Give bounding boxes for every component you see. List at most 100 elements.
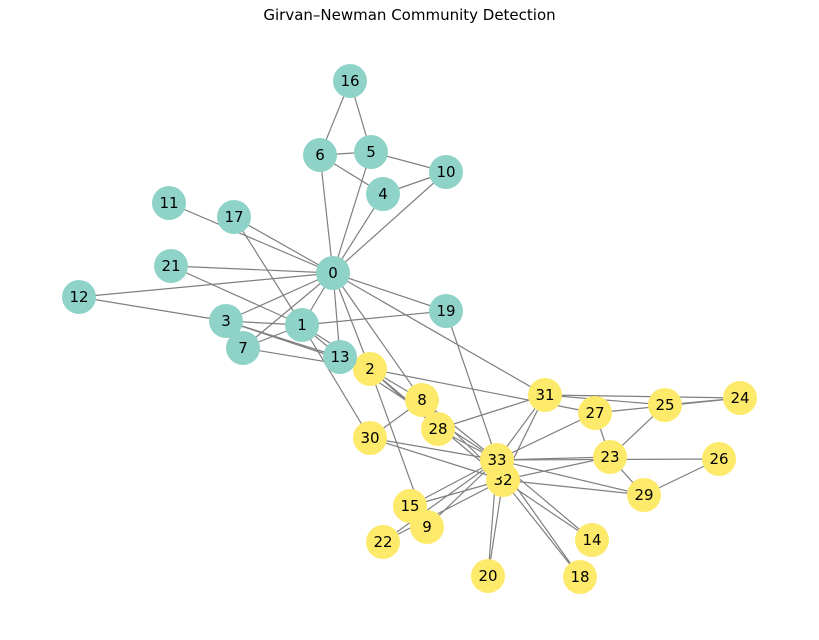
- edge-1-19: [301, 310, 447, 326]
- edge-0-31: [332, 272, 546, 396]
- node-circle-2[interactable]: [353, 352, 387, 386]
- node-circle-0[interactable]: [316, 256, 350, 290]
- node-30[interactable]: 30: [353, 421, 387, 455]
- node-circle-1[interactable]: [285, 308, 319, 342]
- edge-0-10: [332, 171, 447, 274]
- edge-0-6: [319, 154, 334, 274]
- node-label-14: 14: [582, 531, 601, 549]
- node-label-28: 28: [428, 420, 447, 438]
- edge-24-31: [544, 394, 741, 399]
- node-circle-26[interactable]: [702, 442, 736, 476]
- edge-1-30: [301, 324, 371, 439]
- node-circle-33[interactable]: [480, 443, 514, 477]
- node-7[interactable]: 7: [226, 331, 260, 365]
- node-15[interactable]: 15: [393, 489, 427, 523]
- node-8[interactable]: 8: [405, 383, 439, 417]
- node-17[interactable]: 17: [217, 200, 251, 234]
- node-28[interactable]: 28: [421, 412, 455, 446]
- node-label-22: 22: [373, 533, 392, 551]
- node-circle-21[interactable]: [154, 249, 188, 283]
- node-0[interactable]: 0: [316, 256, 350, 290]
- node-18[interactable]: 18: [563, 560, 597, 594]
- edge-3-12: [78, 296, 227, 322]
- node-14[interactable]: 14: [575, 523, 609, 557]
- node-circle-23[interactable]: [593, 440, 627, 474]
- node-circle-13[interactable]: [323, 340, 357, 374]
- edge-22-33: [382, 459, 498, 543]
- node-circle-18[interactable]: [563, 560, 597, 594]
- node-label-30: 30: [360, 429, 379, 447]
- node-label-3: 3: [221, 312, 231, 330]
- node-23[interactable]: 23: [593, 440, 627, 474]
- node-label-9: 9: [422, 518, 432, 536]
- edge-0-17: [233, 216, 334, 274]
- edge-1-17: [233, 216, 303, 326]
- node-label-5: 5: [366, 143, 376, 161]
- node-circle-6[interactable]: [303, 138, 337, 172]
- edge-0-19: [332, 272, 447, 312]
- node-circle-25[interactable]: [648, 388, 682, 422]
- node-12[interactable]: 12: [62, 280, 96, 314]
- node-circle-24[interactable]: [723, 381, 757, 415]
- node-21[interactable]: 21: [154, 249, 188, 283]
- node-circle-30[interactable]: [353, 421, 387, 455]
- node-31[interactable]: 31: [528, 378, 562, 412]
- edge-29-32: [502, 479, 645, 496]
- node-circle-17[interactable]: [217, 200, 251, 234]
- node-label-12: 12: [69, 288, 88, 306]
- node-circle-5[interactable]: [354, 135, 388, 169]
- node-circle-31[interactable]: [528, 378, 562, 412]
- node-circle-22[interactable]: [366, 525, 400, 559]
- node-label-19: 19: [436, 302, 455, 320]
- node-26[interactable]: 26: [702, 442, 736, 476]
- node-circle-4[interactable]: [366, 177, 400, 211]
- edge-19-33: [445, 310, 498, 461]
- node-circle-27[interactable]: [578, 396, 612, 430]
- node-16[interactable]: 16: [333, 64, 367, 98]
- node-label-8: 8: [417, 391, 427, 409]
- node-circle-29[interactable]: [627, 478, 661, 512]
- node-10[interactable]: 10: [429, 155, 463, 189]
- node-circle-19[interactable]: [429, 294, 463, 328]
- node-circle-12[interactable]: [62, 280, 96, 314]
- node-circle-11[interactable]: [152, 186, 186, 220]
- edge-0-3: [225, 272, 334, 322]
- node-circle-16[interactable]: [333, 64, 367, 98]
- node-29[interactable]: 29: [627, 478, 661, 512]
- node-label-31: 31: [535, 386, 554, 404]
- node-4[interactable]: 4: [366, 177, 400, 211]
- node-circle-14[interactable]: [575, 523, 609, 557]
- node-circle-20[interactable]: [471, 559, 505, 593]
- node-13[interactable]: 13: [323, 340, 357, 374]
- node-circle-8[interactable]: [405, 383, 439, 417]
- node-label-27: 27: [585, 404, 604, 422]
- node-circle-7[interactable]: [226, 331, 260, 365]
- node-2[interactable]: 2: [353, 352, 387, 386]
- edge-0-21: [170, 265, 334, 274]
- node-24[interactable]: 24: [723, 381, 757, 415]
- node-label-7: 7: [238, 339, 248, 357]
- node-1[interactable]: 1: [285, 308, 319, 342]
- node-6[interactable]: 6: [303, 138, 337, 172]
- node-5[interactable]: 5: [354, 135, 388, 169]
- node-33[interactable]: 33: [480, 443, 514, 477]
- chart-title: Girvan–Newman Community Detection: [263, 6, 556, 24]
- edge-3-13: [225, 320, 341, 358]
- node-label-0: 0: [328, 264, 338, 282]
- edge-27-33: [496, 412, 596, 461]
- node-circle-28[interactable]: [421, 412, 455, 446]
- node-label-29: 29: [634, 486, 653, 504]
- node-circle-3[interactable]: [209, 304, 243, 338]
- node-label-6: 6: [315, 146, 325, 164]
- node-22[interactable]: 22: [366, 525, 400, 559]
- node-11[interactable]: 11: [152, 186, 186, 220]
- node-circle-15[interactable]: [393, 489, 427, 523]
- node-20[interactable]: 20: [471, 559, 505, 593]
- node-3[interactable]: 3: [209, 304, 243, 338]
- node-25[interactable]: 25: [648, 388, 682, 422]
- node-circle-10[interactable]: [429, 155, 463, 189]
- node-label-2: 2: [365, 360, 375, 378]
- node-19[interactable]: 19: [429, 294, 463, 328]
- edge-18-32: [502, 479, 581, 578]
- node-27[interactable]: 27: [578, 396, 612, 430]
